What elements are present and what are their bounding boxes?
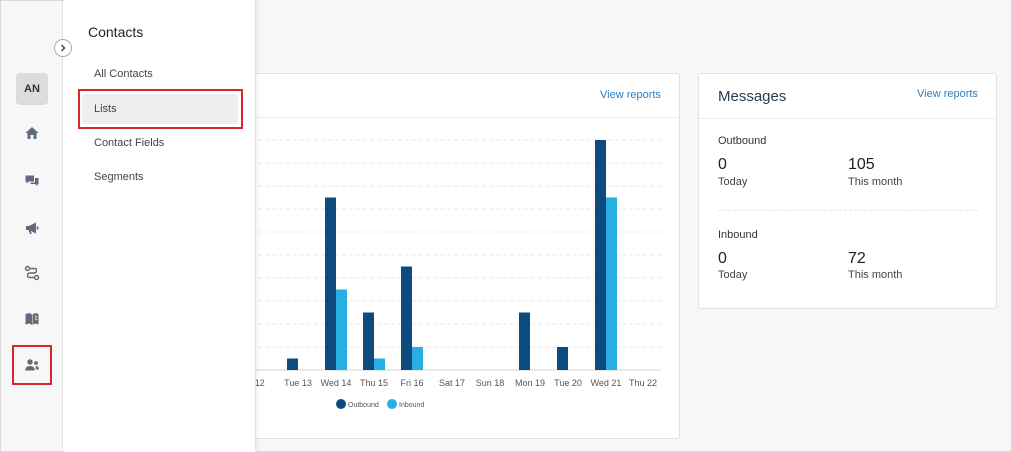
legend-marker-outbound[interactable]	[336, 399, 346, 409]
menu-item-segments[interactable]: Segments	[94, 171, 144, 183]
outbound-month-value: 105	[848, 156, 875, 173]
x-tick-label: Thu 15	[360, 378, 388, 388]
bar-outbound-mon-19[interactable]	[519, 312, 530, 371]
campaigns-icon[interactable]	[17, 213, 47, 243]
x-tick-label: Sun 18	[476, 378, 505, 388]
panel-title: Contacts	[88, 24, 144, 40]
conversations-icon[interactable]	[17, 166, 47, 196]
bar-inbound-wed-14[interactable]	[336, 289, 347, 371]
legend-label-inbound: Inbound	[399, 402, 424, 409]
x-tick-label: Fri 16	[400, 378, 423, 388]
x-tick-label: Tue 20	[554, 378, 582, 388]
inbound-month-value: 72	[848, 250, 866, 267]
menu-item-lists[interactable]: Lists	[82, 94, 238, 124]
x-tick-label: Wed 14	[321, 378, 352, 388]
expand-panel-button[interactable]	[54, 39, 72, 57]
legend-label-outbound: Outbound	[348, 402, 379, 409]
bar-inbound-thu-15[interactable]	[374, 358, 385, 371]
contacts-highlight	[12, 345, 52, 385]
contacts-icon[interactable]	[17, 350, 47, 380]
knowledge-book-icon[interactable]	[17, 304, 47, 334]
messages-title: Messages	[718, 88, 787, 105]
bar-outbound-fri-16[interactable]	[401, 266, 412, 371]
x-tick-label: Thu 22	[629, 378, 657, 388]
lists-highlight	[78, 89, 243, 129]
x-tick-label: Sat 17	[439, 378, 465, 388]
x-tick-label: Tue 13	[284, 378, 312, 388]
section-divider	[718, 210, 978, 211]
outbound-month-label: This month	[848, 176, 903, 188]
contacts-panel: Contacts All Contacts Lists Contact Fiel…	[64, 0, 256, 452]
bar-outbound-tue-20[interactable]	[557, 347, 568, 370]
inbound-today-label: Today	[718, 269, 748, 281]
messages-card: Messages View reports Outbound 0 Today 1…	[698, 73, 997, 309]
bar-outbound-wed-14[interactable]	[325, 197, 336, 371]
outbound-today-value: 0	[718, 156, 727, 173]
home-icon[interactable]	[17, 118, 47, 148]
menu-item-all-contacts[interactable]: All Contacts	[94, 68, 153, 80]
messages-header-divider	[699, 118, 996, 119]
inbound-today-value: 0	[718, 250, 727, 267]
bar-inbound-wed-21[interactable]	[606, 197, 617, 371]
nav-rail: AN	[1, 1, 63, 451]
outbound-label: Outbound	[718, 135, 767, 147]
chevron-right-icon	[61, 44, 66, 52]
flows-icon[interactable]	[17, 258, 47, 288]
outbound-today-label: Today	[718, 176, 748, 188]
chart-view-reports-link[interactable]: View reports	[600, 89, 661, 101]
x-tick-label: n 12	[247, 378, 265, 388]
avatar[interactable]: AN	[16, 73, 48, 105]
messages-view-reports-link[interactable]: View reports	[917, 88, 978, 100]
chart-card: View reports n 12 Tue 13 Wed 14 Thu 15 Fri 1…	[240, 73, 680, 439]
chart-card-header	[241, 74, 679, 118]
legend-marker-inbound[interactable]	[387, 399, 397, 409]
bar-outbound-tue-13[interactable]	[287, 358, 298, 371]
bar-outbound-thu-15[interactable]	[363, 312, 374, 371]
x-tick-label: Wed 21	[591, 378, 622, 388]
menu-item-contact-fields[interactable]: Contact Fields	[94, 137, 165, 149]
bar-outbound-wed-21[interactable]	[595, 140, 606, 370]
inbound-month-label: This month	[848, 269, 903, 281]
inbound-label: Inbound	[718, 229, 758, 241]
bar-inbound-fri-16[interactable]	[412, 347, 423, 370]
x-tick-label: Mon 19	[515, 378, 545, 388]
messages-bar-chart: n 12 Tue 13 Wed 14 Thu 15 Fri 16 Sat 17 Sun 18…	[245, 139, 661, 409]
